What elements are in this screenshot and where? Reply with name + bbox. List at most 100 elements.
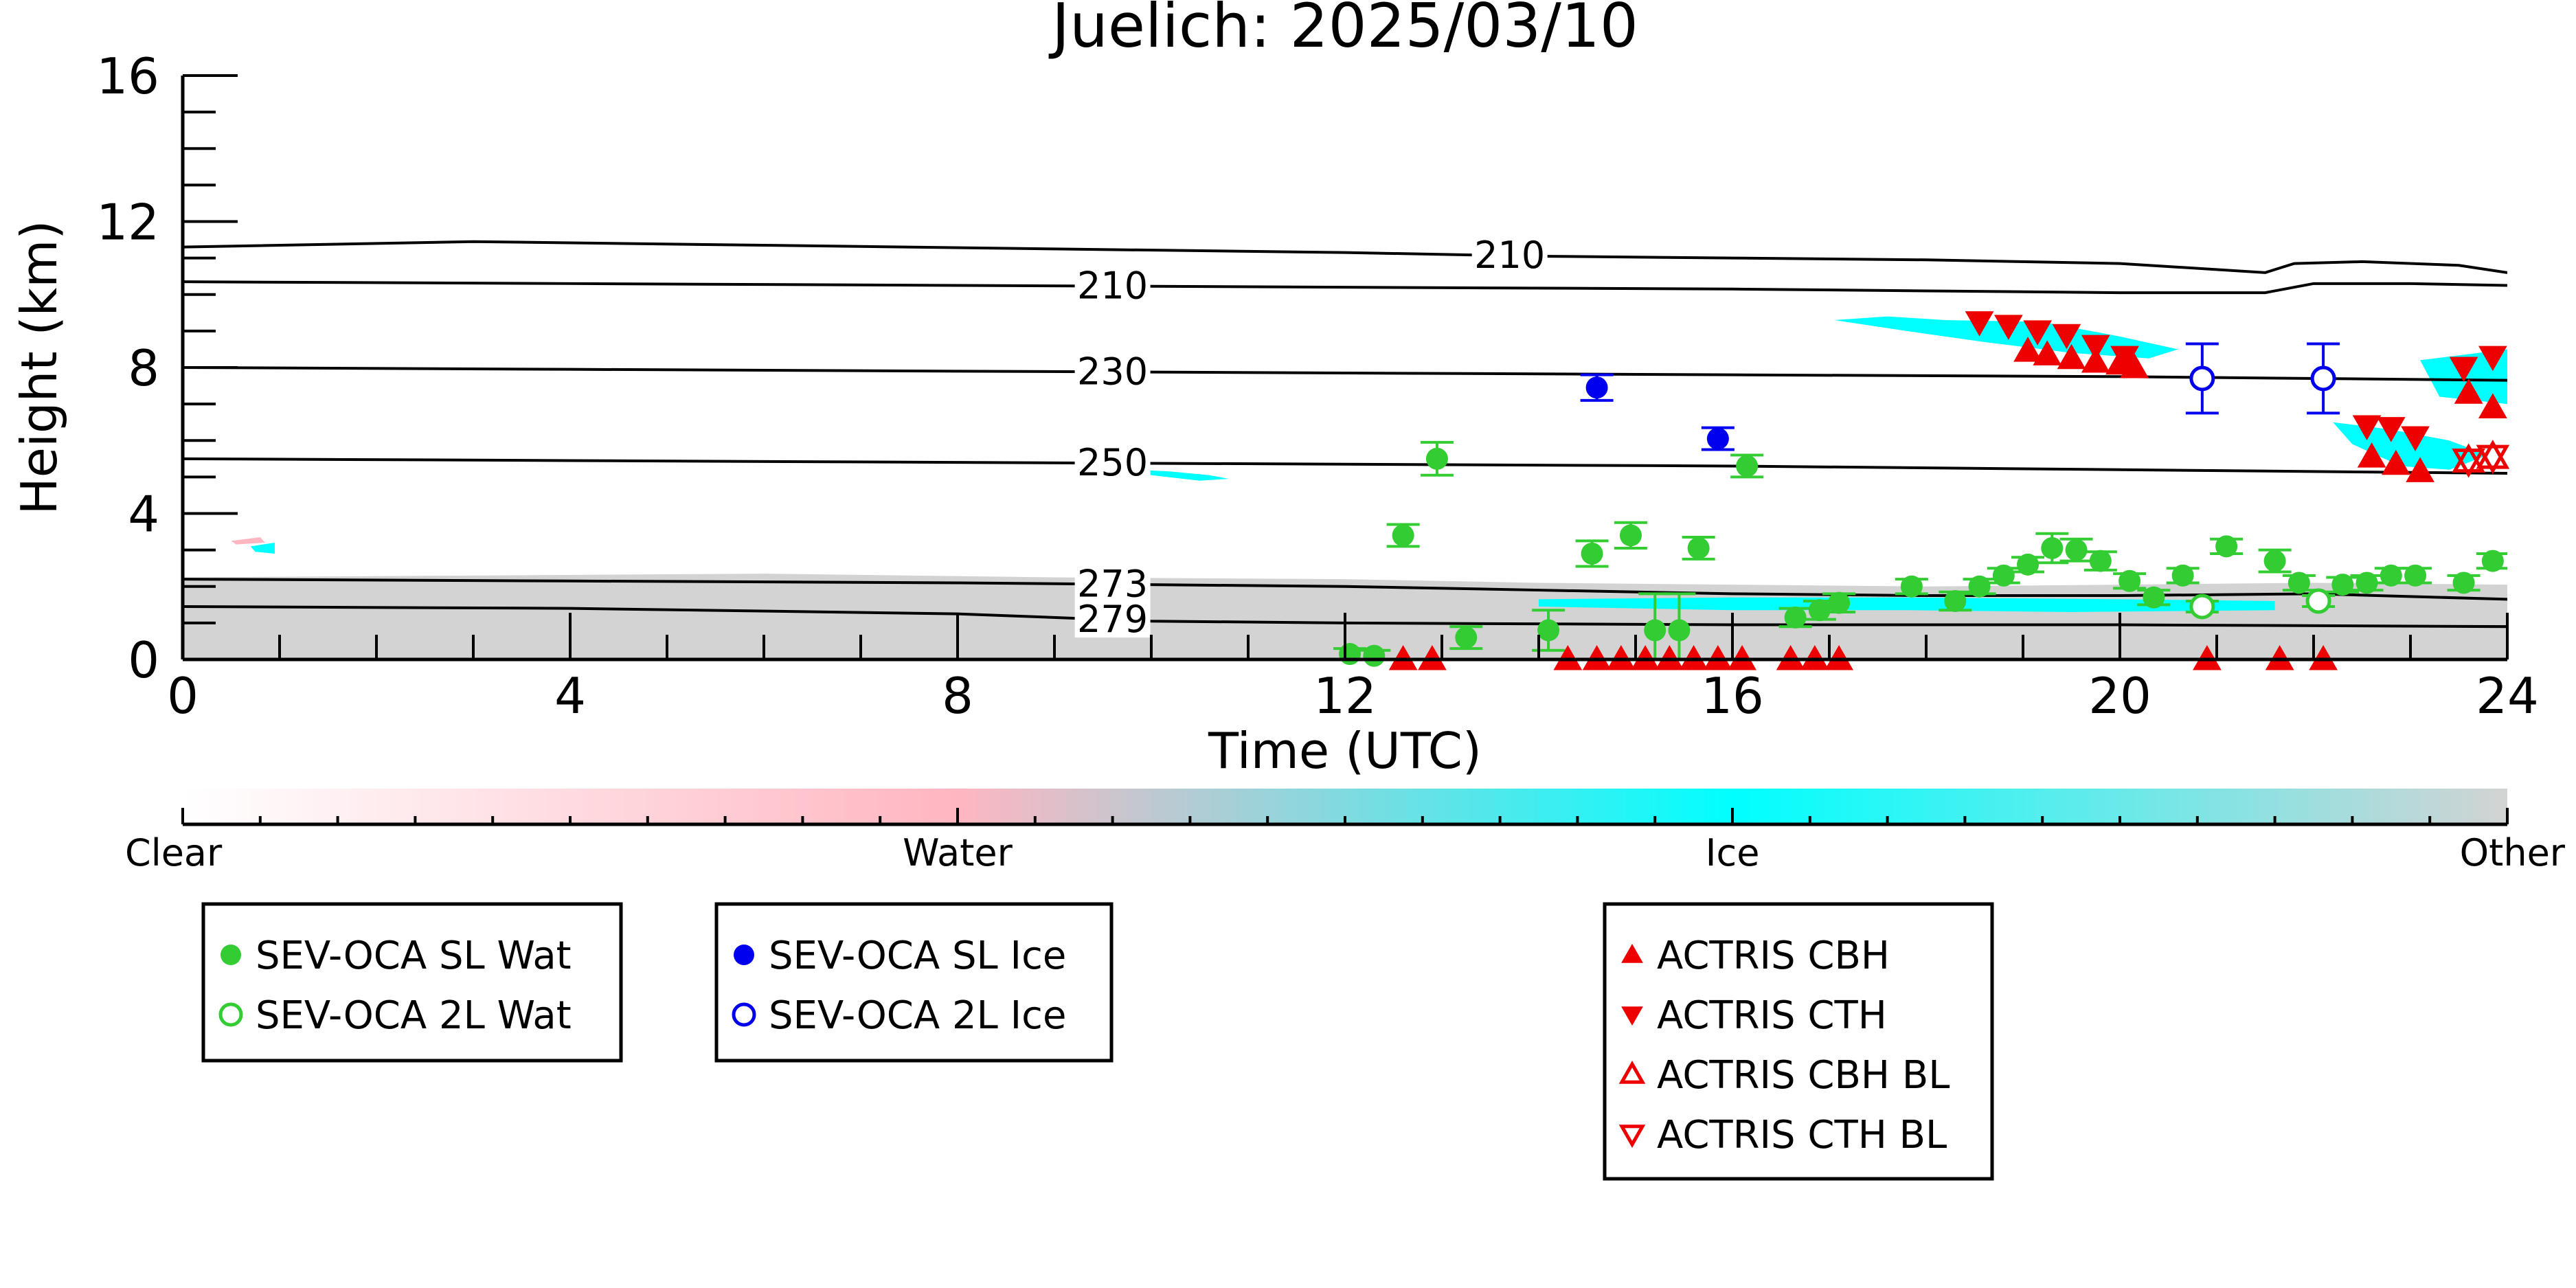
point-sev-oca-sl-wat-27	[2331, 574, 2354, 596]
legend-marker-actris-cbh	[1621, 943, 1643, 963]
x-tick-label-24: 24	[2476, 667, 2539, 725]
point-actris-cbh-9	[2454, 379, 2483, 404]
contour-label-bg-4	[1074, 566, 1151, 602]
point-actris-cth-bl-1	[2476, 444, 2510, 475]
point-actris-cth-8	[2401, 426, 2430, 451]
point-sev-oca-sl-wat-16	[1992, 564, 2015, 587]
legend-marker-sev-oca-2l-ice	[732, 1002, 756, 1027]
region-ice-6	[2333, 422, 2488, 470]
point-sev-oca-sl-wat-9	[1736, 455, 1759, 477]
point-sev-oca-sl-wat-22	[2143, 586, 2165, 609]
legend-marker-actris-cbh-bl	[1618, 1060, 1646, 1084]
x-tick-label-8: 8	[942, 667, 973, 725]
point-sev-oca-sl-wat-6	[1644, 619, 1667, 642]
point-actris-cth-7	[2376, 417, 2406, 442]
point-actris-cbh-8	[2406, 457, 2434, 482]
point-sev-oca-2l-wat-0	[2189, 594, 2215, 620]
point-actris-cth-2	[2023, 320, 2053, 346]
legends: SEV-OCA SL Wat SEV-OCA 2L Wat SEV-OCA SL I…	[201, 902, 1994, 1181]
point-sev-oca-sl-wat-8	[1687, 536, 1710, 559]
contour-label-210-1: 210	[1077, 264, 1148, 308]
point-sev-oca-sl-wat-19	[2065, 539, 2088, 561]
point-actris-cbh-10	[2478, 393, 2507, 418]
point-sev-oca-sl-ice-0	[1585, 376, 1608, 399]
contour-label-bg-5	[1074, 602, 1151, 638]
point-sev-oca-sl-wat-31	[2452, 572, 2475, 594]
legend-label-actris-cbh-bl: ACTRIS CBH BL	[1657, 1053, 1950, 1098]
point-sev-oca-sl-wat-29	[2380, 564, 2402, 587]
point-sev-oca-sl-wat-25	[2263, 550, 2286, 572]
contour-line-273-4	[183, 578, 2507, 601]
contour-label-273-4: 273	[1077, 563, 1148, 606]
contour-line-210-1	[183, 280, 2507, 295]
x-axis-label: Time (UTC)	[1208, 722, 1482, 780]
legend-label-sev-oca-sl-ice: SEV-OCA SL Ice	[769, 934, 1066, 978]
point-actris-cbh-1	[2033, 340, 2062, 365]
temperature-contours	[183, 240, 2507, 629]
x-tick-label-12: 12	[1313, 667, 1377, 725]
region-ice-3	[1136, 469, 1229, 481]
y-axis-label: Height (km)	[10, 221, 68, 515]
legend-box-2	[1603, 902, 1994, 1181]
x-tick-label-16: 16	[1701, 667, 1764, 725]
point-sev-oca-sl-ice-1	[1706, 427, 1729, 450]
point-sev-oca-sl-wat-24	[2215, 535, 2238, 558]
point-sev-oca-sl-wat-11	[1808, 599, 1831, 622]
contour-label-bg-2	[1074, 354, 1151, 390]
point-sev-oca-sl-wat-34	[1363, 644, 1386, 667]
legend-box-0	[201, 902, 623, 1063]
data-markers	[1339, 311, 2510, 670]
point-sev-oca-sl-wat-15	[1968, 575, 1991, 598]
point-actris-cbh-6	[2357, 442, 2386, 468]
legend-marker-sev-oca-sl-wat	[221, 945, 241, 965]
point-sev-oca-sl-wat-28	[2355, 572, 2378, 594]
x-tick-label-20: 20	[2088, 667, 2151, 725]
point-sev-oca-sl-wat-20	[2089, 550, 2112, 572]
point-sev-oca-sl-wat-2	[1455, 626, 1478, 649]
point-sev-oca-sl-wat-5	[1619, 524, 1642, 547]
plot-axes: 0 4 8 12 16 0 4 8 12 16 20 24	[96, 47, 2538, 725]
point-sev-oca-sl-wat-10	[1784, 606, 1807, 629]
point-actris-cth-0	[1965, 311, 1994, 337]
contour-line-250-3	[183, 457, 2507, 475]
y-tick-label-4: 4	[128, 486, 159, 543]
y-tick-label-16: 16	[96, 47, 159, 105]
x-tick-label-4: 4	[554, 667, 586, 725]
point-sev-oca-sl-wat-33	[1339, 643, 1362, 666]
point-actris-cbh-0	[2013, 337, 2042, 362]
y-tick-label-0: 0	[128, 631, 159, 689]
colorbar-label-water: Water	[903, 831, 1013, 874]
point-sev-oca-sl-wat-0	[1392, 524, 1414, 547]
point-sev-oca-sl-wat-30	[2404, 564, 2427, 587]
legend-marker-actris-cth-bl	[1618, 1125, 1646, 1149]
contour-line-279-5	[183, 605, 2507, 629]
contour-label-bg-3	[1074, 445, 1151, 482]
contour-line-210-0	[183, 240, 2507, 274]
contour-label-230-2: 230	[1077, 350, 1148, 393]
point-sev-oca-sl-wat-17	[2017, 553, 2040, 576]
point-sev-oca-2l-ice-1	[2310, 365, 2336, 392]
contour-label-279-5: 279	[1077, 598, 1148, 641]
point-sev-oca-sl-wat-12	[1828, 591, 1851, 614]
contour-label-bg-0	[1471, 238, 1548, 274]
point-sev-oca-sl-wat-23	[2171, 564, 2194, 587]
x-tick-label-0: 0	[167, 667, 199, 725]
point-sev-oca-sl-wat-1	[1425, 447, 1448, 470]
point-actris-cth-1	[1993, 315, 2023, 340]
legend-label-sev-oca-sl-wat: SEV-OCA SL Wat	[256, 934, 572, 978]
point-sev-oca-sl-wat-4	[1581, 542, 1603, 565]
chart-title: Juelich: 2025/03/10	[1048, 0, 1638, 61]
point-actris-cth-bl-0	[2452, 448, 2485, 478]
contour-label-210-0: 210	[1474, 234, 1545, 277]
contour-label-250-3: 250	[1077, 441, 1148, 484]
legend-label-actris-cth: ACTRIS CTH	[1657, 993, 1887, 1038]
legend-marker-sev-oca-2l-wat	[218, 1002, 243, 1027]
legend-marker-sev-oca-sl-ice	[734, 945, 754, 965]
point-sev-oca-sl-wat-3	[1537, 619, 1560, 642]
point-sev-oca-2l-ice-0	[2189, 365, 2215, 392]
legend-label-sev-oca-2l-wat: SEV-OCA 2L Wat	[256, 993, 572, 1038]
legend-label-actris-cth-bl: ACTRIS CTH BL	[1657, 1113, 1947, 1157]
legend-box-1	[714, 902, 1114, 1063]
